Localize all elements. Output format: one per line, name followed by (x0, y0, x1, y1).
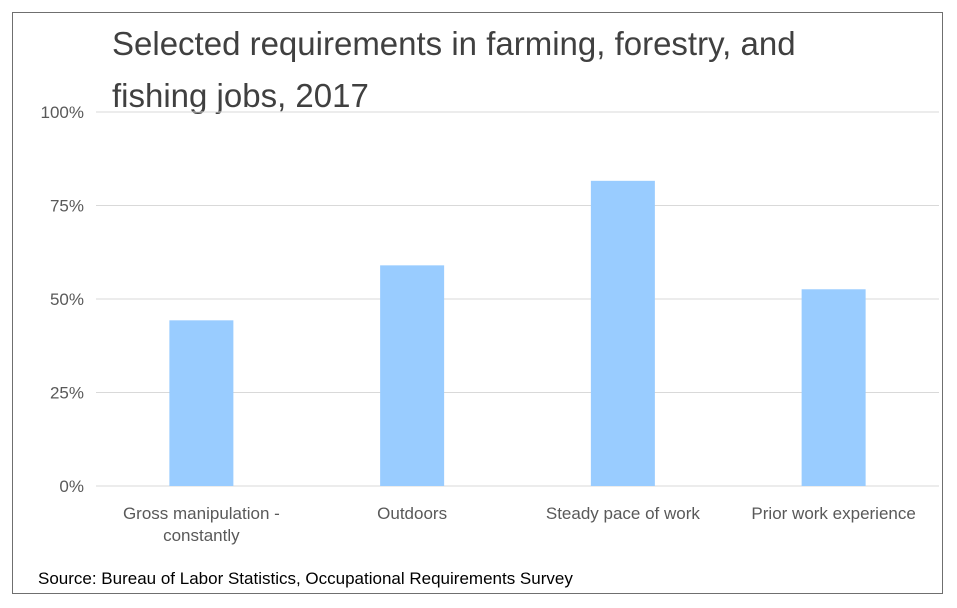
x-tick-label: Gross manipulation -constantly (123, 504, 280, 545)
bar (590, 180, 655, 487)
y-tick-label: 75% (50, 197, 84, 216)
x-tick-label: Prior work experience (751, 504, 915, 523)
y-tick-label: 0% (59, 477, 84, 496)
bar (169, 320, 234, 486)
chart-title-line-2: fishing jobs, 2017 (112, 77, 369, 114)
source-note: Source: Bureau of Labor Statistics, Occu… (38, 569, 573, 588)
chart-title-line-1: Selected requirements in farming, forest… (112, 25, 796, 62)
x-tick-label: Outdoors (377, 504, 447, 523)
bar (801, 289, 866, 486)
chart-title: Selected requirements in farming, forest… (112, 18, 872, 122)
y-tick-label: 50% (50, 290, 84, 309)
bar (380, 265, 445, 486)
y-tick-label: 25% (50, 384, 84, 403)
x-tick-label: Steady pace of work (546, 504, 701, 523)
y-tick-label: 100% (41, 103, 84, 122)
chart-frame (12, 12, 943, 594)
